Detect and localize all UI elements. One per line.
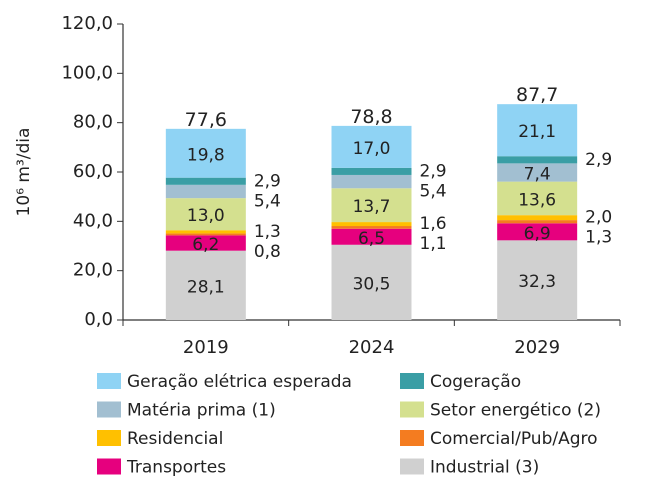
bar-segment	[165, 233, 246, 236]
legend-swatch	[97, 373, 121, 389]
y-tick-label: 60,0	[73, 161, 113, 182]
value-label: 1,1	[420, 234, 447, 254]
legend-label: Transportes	[126, 458, 226, 478]
legend-swatch	[97, 430, 121, 446]
value-label: 1,3	[254, 222, 281, 242]
y-axis-label: 10⁶ m³/dia	[14, 128, 34, 217]
bar-segment	[165, 250, 246, 320]
bar-segment	[497, 181, 578, 216]
bar-segment	[497, 156, 578, 164]
bar-segment	[331, 222, 412, 227]
bar-segment	[165, 128, 246, 178]
bar-segment	[497, 223, 578, 241]
value-label: 6,2	[192, 235, 219, 255]
value-label: 19,8	[187, 145, 225, 165]
legend-swatch	[400, 430, 424, 446]
bar-segment	[331, 226, 412, 229]
value-label: 2,9	[420, 161, 447, 181]
x-tick-label: 2029	[514, 337, 560, 358]
value-label: 1,3	[585, 228, 612, 248]
value-label: 2,0	[585, 208, 612, 228]
total-label: 78,8	[350, 106, 392, 128]
bar-segment	[331, 188, 412, 223]
bar-segment	[497, 220, 578, 224]
total-label: 87,7	[516, 84, 558, 106]
legend-label: Geração elétrica esperada	[127, 372, 352, 392]
value-label: 6,9	[524, 224, 551, 244]
legend-swatch	[97, 401, 121, 418]
value-label: 5,4	[420, 181, 447, 201]
bar-segment	[165, 177, 246, 185]
value-label: 32,3	[518, 272, 556, 292]
legend-swatch	[400, 373, 424, 389]
value-label: 0,8	[254, 242, 281, 262]
bar-segment	[165, 198, 246, 231]
legend-label: Setor energético (2)	[430, 401, 601, 421]
y-tick-label: 40,0	[73, 210, 113, 231]
y-tick-label: 80,0	[73, 112, 113, 133]
legend-swatch	[400, 458, 424, 475]
value-label: 17,0	[353, 139, 391, 159]
value-label: 28,1	[187, 277, 225, 297]
legend-swatch	[400, 401, 424, 418]
x-tick-label: 2019	[183, 337, 229, 358]
value-label: 30,5	[353, 274, 391, 294]
value-label: 2,9	[585, 150, 612, 170]
value-label: 1,6	[420, 214, 447, 234]
legend-label: Cogeração	[430, 372, 521, 392]
bar-segment	[165, 235, 246, 251]
bar-segment	[497, 163, 578, 182]
value-label: 5,4	[254, 191, 281, 211]
legend-label: Comercial/Pub/Agro	[430, 429, 598, 449]
legend-label: Industrial (3)	[430, 458, 539, 478]
bar-segment	[331, 125, 412, 168]
value-label: 7,4	[524, 164, 551, 184]
value-label: 13,0	[187, 206, 225, 226]
y-tick-label: 100,0	[61, 62, 113, 83]
legend-swatch	[97, 458, 121, 475]
value-label: 13,7	[353, 197, 391, 217]
total-label: 77,6	[185, 109, 227, 131]
y-tick-label: 20,0	[73, 260, 113, 281]
x-tick-label: 2024	[349, 337, 395, 358]
bar-segment	[331, 228, 412, 245]
bar-segment	[165, 184, 246, 199]
y-tick-label: 120,0	[61, 13, 113, 34]
value-label: 2,9	[254, 171, 281, 191]
bar-segment	[497, 240, 578, 320]
value-label: 6,5	[358, 229, 385, 249]
bar-segment	[165, 230, 246, 234]
bar-segment	[497, 215, 578, 221]
legend-label: Matéria prima (1)	[127, 401, 276, 421]
bar-segment	[331, 174, 412, 189]
value-label: 13,6	[518, 190, 556, 210]
y-tick-label: 0,0	[84, 309, 113, 330]
bar-segment	[497, 104, 578, 157]
value-label: 21,1	[518, 122, 556, 142]
bar-segment	[331, 244, 412, 320]
legend-label: Residencial	[127, 429, 223, 449]
bar-segment	[331, 167, 412, 175]
